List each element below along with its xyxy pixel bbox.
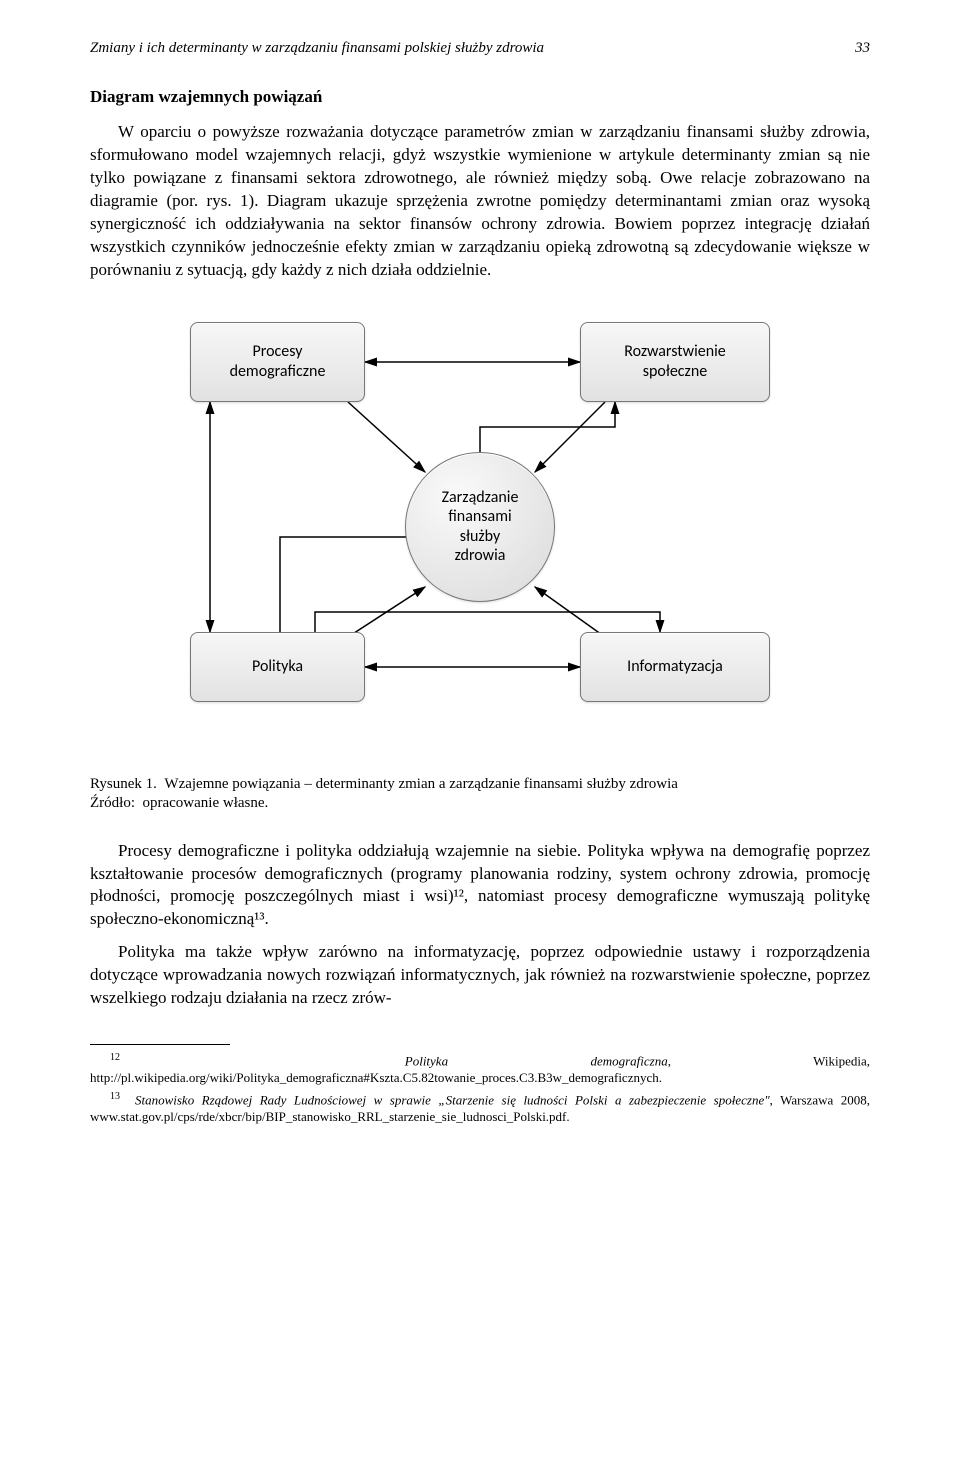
diagram-edge-7 [348, 587, 425, 637]
footnote-13: 13 Stanowisko Rządowej Rady Ludnościowej… [90, 1090, 870, 1126]
diagram-edge-6 [535, 402, 605, 472]
caption-prefix: Rysunek 1. [90, 776, 157, 792]
source-prefix: Źródło: [90, 795, 135, 811]
footnote-rule [90, 1044, 230, 1045]
footnote-12-number: 12 [110, 1052, 120, 1063]
footnote-12: 12 Polityka demograficzna, Wikipedia, ht… [90, 1051, 870, 1087]
figure-source: Źródło: opracowanie własne. [90, 795, 870, 812]
figure: Procesydemograficzne Rozwarstwieniespołec… [160, 312, 800, 752]
running-title: Zmiany i ich determinanty w zarządzaniu … [90, 40, 544, 57]
page: Zmiany i ich determinanty w zarządzaniu … [0, 0, 960, 1179]
source-text: opracowanie własne. [143, 795, 269, 811]
figure-caption: Rysunek 1. Wzajemne powiązania – determi… [90, 776, 870, 793]
paragraph-1: W oparciu o powyższe rozważania dotycząc… [90, 121, 870, 282]
diagram-edge-5 [348, 402, 425, 472]
section-title: Diagram wzajemnych powiązań [90, 87, 870, 107]
footnote-13-number: 13 [110, 1091, 120, 1102]
diagram-node-n3: Polityka [190, 632, 365, 702]
diagram-node-n1: Procesydemograficzne [190, 322, 365, 402]
page-number: 33 [855, 40, 870, 57]
diagram: Procesydemograficzne Rozwarstwieniespołec… [160, 312, 800, 752]
diagram-node-n4: Informatyzacja [580, 632, 770, 702]
caption-text: Wzajemne powiązania – determinanty zmian… [164, 776, 678, 792]
paragraph-2: Procesy demograficzne i polityka oddział… [90, 840, 870, 932]
footnote-12-title: Polityka demograficzna [405, 1053, 668, 1068]
diagram-edge-4 [315, 612, 660, 632]
diagram-node-n2: Rozwarstwieniespołeczne [580, 322, 770, 402]
running-head: Zmiany i ich determinanty w zarządzaniu … [90, 40, 870, 57]
diagram-edge-8 [535, 587, 605, 637]
diagram-node-c: Zarządzaniefinansamisłużbyzdrowia [405, 452, 555, 602]
paragraph-3: Polityka ma także wpływ zarówno na infor… [90, 941, 870, 1010]
footnote-13-title: Stanowisko Rządowej Rady Ludnościowej w … [135, 1093, 770, 1108]
